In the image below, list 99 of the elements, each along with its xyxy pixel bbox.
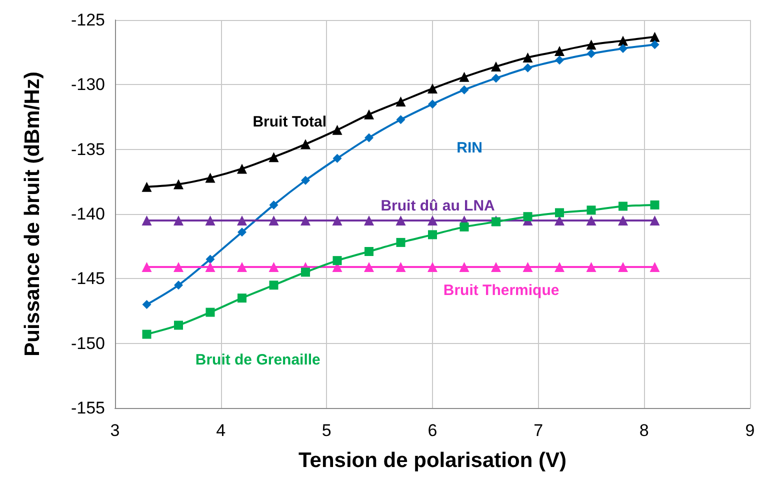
point xyxy=(618,262,628,272)
series-label: Bruit Thermique xyxy=(443,282,560,299)
point xyxy=(237,262,247,272)
point xyxy=(301,176,310,185)
point xyxy=(268,152,279,162)
point xyxy=(459,72,470,82)
point xyxy=(268,262,279,272)
x-tick-label: 9 xyxy=(745,421,755,440)
point xyxy=(522,52,533,63)
point xyxy=(174,215,184,226)
point xyxy=(554,262,564,272)
point xyxy=(491,62,501,72)
point xyxy=(586,206,596,215)
point xyxy=(332,256,342,266)
point xyxy=(268,215,279,226)
point xyxy=(618,215,628,226)
point xyxy=(206,254,215,264)
y-tick-label: -135 xyxy=(70,140,105,159)
series-label: Bruit Total xyxy=(252,114,327,131)
point xyxy=(364,109,374,120)
x-tick-label: 8 xyxy=(639,421,649,440)
series-label: Bruit de Grenaille xyxy=(195,352,320,369)
point xyxy=(396,215,406,226)
point xyxy=(428,215,438,226)
x-tick-label: 3 xyxy=(110,421,120,440)
point xyxy=(364,247,374,256)
point xyxy=(396,238,406,247)
point xyxy=(364,262,374,272)
x-tick-label: 7 xyxy=(534,421,544,440)
point xyxy=(618,36,628,46)
point xyxy=(618,202,628,211)
point xyxy=(238,228,246,237)
text: RIN xyxy=(456,140,482,157)
point xyxy=(586,215,596,226)
point xyxy=(586,40,596,50)
point xyxy=(206,308,215,317)
point xyxy=(205,172,216,183)
point xyxy=(586,49,596,58)
point xyxy=(428,230,437,240)
point xyxy=(237,215,247,226)
point xyxy=(174,262,184,272)
point xyxy=(460,85,469,94)
point xyxy=(332,215,342,226)
point xyxy=(396,96,406,106)
point xyxy=(491,262,501,272)
y-tick-label: -130 xyxy=(70,75,105,94)
point xyxy=(142,300,152,310)
point xyxy=(237,164,247,174)
point xyxy=(142,262,152,272)
point xyxy=(650,262,660,272)
y-tick-label: -150 xyxy=(70,334,105,353)
x-tick-label: 4 xyxy=(216,421,226,440)
point xyxy=(269,280,278,290)
point xyxy=(523,212,532,222)
point xyxy=(650,32,660,42)
series-label: Bruit dû au LNA xyxy=(380,198,496,215)
point xyxy=(618,44,628,53)
point xyxy=(238,294,246,303)
y-tick-label: -155 xyxy=(70,398,105,418)
point xyxy=(523,63,532,72)
point xyxy=(396,262,406,272)
point xyxy=(555,208,564,218)
point xyxy=(555,56,564,65)
point xyxy=(459,262,470,272)
point xyxy=(428,84,438,94)
point xyxy=(396,115,406,124)
point xyxy=(428,100,437,109)
point xyxy=(301,268,310,277)
y-axis-title: Puissance de bruit (dBm/Hz) xyxy=(21,72,44,356)
point xyxy=(174,280,183,290)
point xyxy=(332,124,342,135)
point xyxy=(205,215,216,226)
point xyxy=(142,215,152,226)
point xyxy=(460,222,469,232)
y-tick-label: -145 xyxy=(70,269,105,288)
y-tick-label: -140 xyxy=(70,204,105,224)
x-tick-label: 6 xyxy=(428,421,438,440)
point xyxy=(142,330,152,339)
point xyxy=(142,182,152,192)
point xyxy=(650,40,660,50)
point xyxy=(174,179,184,190)
point xyxy=(364,215,374,226)
point xyxy=(492,74,500,83)
point xyxy=(205,262,216,272)
point xyxy=(650,215,660,226)
point xyxy=(650,200,660,210)
point xyxy=(300,139,310,150)
x-axis-title: Tension de polarisation (V) xyxy=(298,449,566,472)
point xyxy=(522,262,533,272)
y-tick-label: -125 xyxy=(70,10,105,30)
point xyxy=(174,320,183,330)
point xyxy=(364,133,374,142)
point xyxy=(269,200,278,210)
point xyxy=(554,46,564,56)
point xyxy=(300,215,310,226)
point xyxy=(428,262,438,272)
point xyxy=(332,154,342,163)
point xyxy=(586,262,596,272)
x-tick-label: 5 xyxy=(322,421,332,440)
